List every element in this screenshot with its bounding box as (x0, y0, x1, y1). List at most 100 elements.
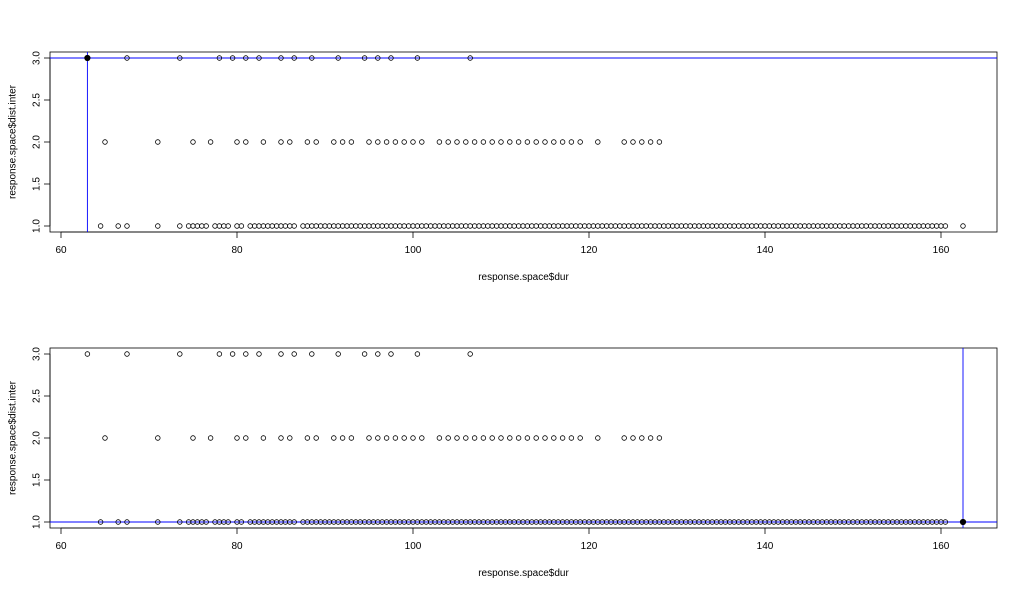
data-point (925, 223, 931, 229)
data-point (229, 55, 236, 61)
data-point (383, 223, 390, 229)
data-point (278, 435, 284, 441)
x-tick-label: 80 (231, 541, 243, 552)
data-point (845, 223, 852, 229)
data-point (454, 223, 460, 229)
data-point (810, 223, 817, 229)
data-point (727, 223, 733, 229)
data-point (190, 435, 196, 441)
data-point (278, 55, 284, 61)
data-point (436, 435, 443, 441)
data-point (348, 435, 355, 441)
data-point (564, 223, 570, 229)
data-point (485, 223, 491, 229)
data-point (621, 139, 627, 145)
data-point (339, 223, 346, 229)
data-point (643, 223, 649, 229)
data-point (647, 223, 654, 229)
data-point (115, 223, 121, 229)
data-point (348, 139, 355, 145)
x-axis-label: response.space$dur (478, 272, 569, 283)
data-point (467, 55, 473, 61)
data-point (287, 223, 293, 229)
data-point (507, 139, 513, 145)
data-point (207, 139, 214, 145)
data-point (815, 223, 821, 229)
data-point (449, 223, 456, 229)
plot-frame (49, 51, 998, 233)
data-point (260, 223, 267, 229)
data-point (229, 351, 236, 357)
data-point (581, 223, 588, 229)
data-point (823, 223, 830, 229)
data-point (832, 223, 839, 229)
data-point (278, 223, 284, 229)
data-point (278, 139, 284, 145)
data-point (309, 351, 315, 357)
data-point (537, 223, 544, 229)
data-point (379, 223, 385, 229)
data-point (463, 223, 469, 229)
data-point (331, 435, 337, 441)
data-point (749, 223, 755, 229)
data-point (331, 223, 337, 229)
data-point (238, 519, 245, 525)
data-point (383, 139, 390, 145)
data-point (309, 55, 315, 61)
data-point (207, 435, 214, 441)
data-point (335, 223, 341, 229)
data-point (493, 223, 500, 229)
data-point (335, 55, 341, 61)
data-point (348, 223, 355, 229)
y-tick-label: 2.5 (32, 389, 43, 403)
data-point (256, 351, 262, 357)
data-point (291, 351, 297, 357)
data-point (859, 223, 865, 229)
data-point (366, 139, 372, 145)
data-point (687, 223, 693, 229)
data-point (590, 223, 597, 229)
data-point (419, 139, 425, 145)
data-point (304, 223, 311, 229)
data-point (445, 435, 451, 441)
data-point (630, 223, 636, 229)
data-point (480, 223, 487, 229)
data-point (511, 223, 517, 229)
data-point (463, 139, 469, 145)
data-point (366, 435, 372, 441)
data-point (559, 223, 566, 229)
data-point (177, 519, 183, 525)
data-point (476, 223, 482, 229)
data-point (291, 55, 297, 61)
data-point (881, 223, 887, 229)
data-point (243, 55, 249, 61)
data-point (656, 139, 663, 145)
data-point (124, 55, 130, 61)
data-point (238, 223, 245, 229)
data-point (269, 223, 275, 229)
data-point (661, 223, 667, 229)
data-point (427, 223, 434, 229)
data-point (744, 223, 751, 229)
data-point (414, 223, 421, 229)
data-point (841, 223, 847, 229)
data-point (115, 519, 121, 525)
data-point (669, 223, 676, 229)
data-point (155, 139, 161, 145)
data-point (410, 435, 416, 441)
data-point (898, 223, 905, 229)
x-tick-label: 100 (405, 541, 422, 552)
data-point (454, 139, 460, 145)
x-tick-label: 120 (581, 245, 598, 256)
data-point (801, 223, 808, 229)
x-tick-label: 140 (757, 245, 774, 256)
data-point (502, 223, 509, 229)
data-point (392, 223, 399, 229)
data-point (568, 139, 575, 145)
data-point (463, 435, 469, 441)
data-point (97, 519, 104, 525)
data-point (740, 223, 746, 229)
data-point (410, 223, 416, 229)
data-point (401, 435, 407, 441)
